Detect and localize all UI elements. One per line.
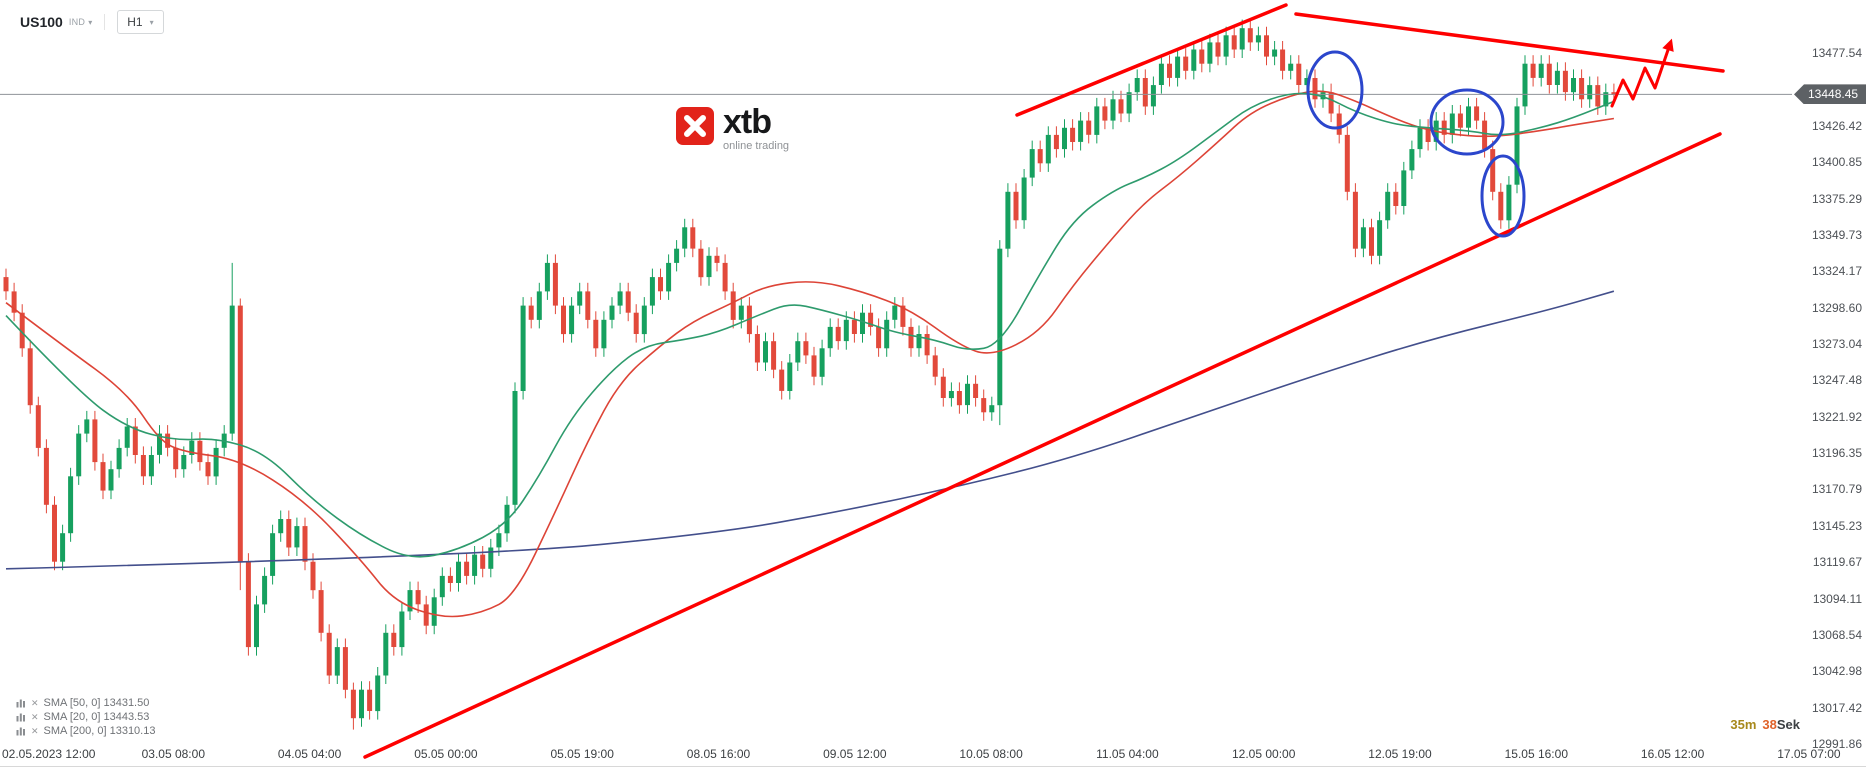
price-tick-label: 13426.42 <box>1811 118 1862 133</box>
price-tick-label: 13017.42 <box>1811 700 1862 715</box>
trendline-annotations <box>363 3 1725 759</box>
indicator-label: SMA [20, 0] 13443.53 <box>43 711 150 723</box>
price-tick-label: 13247.48 <box>1811 373 1862 388</box>
price-tick-label: 13477.54 <box>1811 46 1862 60</box>
time-tick-label: 17.05 07:00 <box>1777 747 1841 761</box>
logo-tagline: online trading <box>723 140 790 152</box>
indicator-label: SMA [200, 0] 13310.13 <box>43 725 156 737</box>
timeframe-value: H1 <box>127 15 143 29</box>
time-tick-label: 04.05 04:00 <box>277 747 342 761</box>
projection-arrowhead <box>1662 38 1674 52</box>
price-tick-label: 13196.35 <box>1811 446 1862 461</box>
chevron-down-icon: ▾ <box>149 17 154 27</box>
price-tick-label: 13170.79 <box>1811 482 1862 497</box>
symbol-label[interactable]: US100 <box>20 14 63 30</box>
price-tick-label: 13119.67 <box>1812 555 1862 570</box>
current-price-badge: 13448.45 <box>1794 84 1866 105</box>
price-tick-label: 13042.98 <box>1811 664 1862 679</box>
header-separator <box>104 14 106 30</box>
sma-20-line <box>5 92 1615 558</box>
price-tick-label: 13324.17 <box>1811 264 1862 279</box>
time-tick-label: 02.05.2023 12:00 <box>2 747 96 761</box>
price-tick-label: 13273.04 <box>1811 337 1862 351</box>
xtb-logo-icon <box>676 107 714 145</box>
time-tick-label: 08.05 16:00 <box>686 747 751 761</box>
indicator-settings-icon[interactable] <box>16 712 26 722</box>
chevron-down-icon[interactable]: ▾ <box>88 17 93 27</box>
indicator-remove-icon[interactable]: ✕ <box>31 697 39 708</box>
indicator-remove-icon[interactable]: ✕ <box>31 725 39 736</box>
time-tick-label: 16.05 12:00 <box>1640 747 1705 761</box>
price-tick-label: 13068.54 <box>1811 627 1862 642</box>
price-tick-label: 13298.60 <box>1811 300 1862 315</box>
time-tick-label: 11.05 04:00 <box>1096 747 1159 761</box>
indicator-settings-icon[interactable] <box>16 726 26 736</box>
price-tick-label: 13221.92 <box>1811 409 1862 424</box>
candle-countdown: 35m 38Sek <box>1730 717 1800 732</box>
indicator-legend-row: ✕ SMA [20, 0] 13443.53 <box>16 710 155 724</box>
countdown-seconds: 38 <box>1762 717 1777 732</box>
countdown-unit: Sek <box>1776 717 1800 732</box>
price-tick-label: 13349.73 <box>1811 227 1862 242</box>
time-tick-label: 05.05 19:00 <box>550 747 614 761</box>
instrument-header: US100 IND ▾ H1 ▾ <box>20 10 164 34</box>
indicator-legend: ✕ SMA [50, 0] 13431.50 ✕ SMA [20, 0] 13443.… <box>16 696 155 738</box>
sma-lines <box>5 90 1615 618</box>
price-tick-label: 13094.11 <box>1812 591 1862 606</box>
price-tick-label: 13375.29 <box>1811 191 1862 206</box>
time-tick-label: 12.05 00:00 <box>1231 747 1296 761</box>
sma-200-line <box>5 290 1615 570</box>
candles <box>3 19 1617 730</box>
time-tick-label: 03.05 08:00 <box>141 747 205 761</box>
indicator-legend-row: ✕ SMA [200, 0] 13310.13 <box>16 724 155 738</box>
xtb-logo: xtb online trading <box>676 103 790 152</box>
countdown-minutes: 35m <box>1730 717 1757 732</box>
time-tick-label: 09.05 12:00 <box>823 747 887 761</box>
sma-50-line <box>5 90 1615 618</box>
time-tick-label: 12.05 19:00 <box>1368 747 1432 761</box>
indicator-label: SMA [50, 0] 13431.50 <box>43 697 150 709</box>
timeframe-dropdown[interactable]: H1 ▾ <box>117 10 164 34</box>
projection-arrow <box>1610 48 1670 108</box>
indicator-legend-row: ✕ SMA [50, 0] 13431.50 <box>16 696 155 710</box>
xtb-logo-text: xtb online trading <box>723 103 790 152</box>
logo-brand-text: xtb <box>723 103 772 141</box>
time-tick-label: 05.05 00:00 <box>414 747 478 761</box>
indicator-settings-icon[interactable] <box>16 698 26 708</box>
price-tick-label: 12991.86 <box>1811 737 1862 751</box>
price-tick-label: 13145.23 <box>1811 518 1862 533</box>
time-tick-label: 10.05 08:00 <box>959 747 1023 761</box>
price-tick-label: 13400.85 <box>1811 155 1862 170</box>
circle-annotations <box>1306 50 1526 238</box>
time-tick-label: 15.05 16:00 <box>1504 747 1568 761</box>
indicator-remove-icon[interactable]: ✕ <box>31 711 39 722</box>
instrument-type-label: IND <box>68 17 86 27</box>
